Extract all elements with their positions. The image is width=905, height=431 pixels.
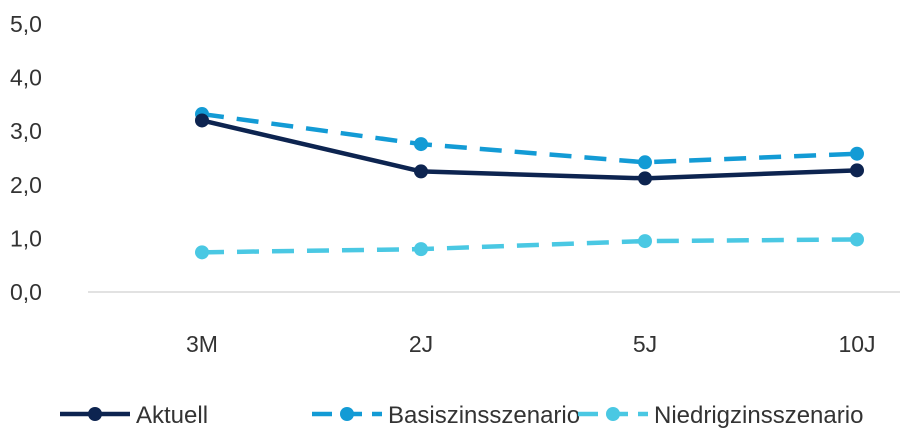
data-point xyxy=(850,232,864,247)
legend-swatch-marker xyxy=(88,407,102,421)
x-axis-ticks: 3M 2J 5J 10J xyxy=(186,331,876,357)
y-tick-label: 0,0 xyxy=(10,279,42,305)
series-line xyxy=(201,118,858,181)
legend: Aktuell Basiszinsszenario Niedrigzinsszena… xyxy=(60,402,863,429)
y-tick-label: 2,0 xyxy=(10,172,42,198)
data-point xyxy=(850,163,864,178)
data-point xyxy=(414,242,428,257)
data-point xyxy=(638,234,652,249)
x-tick-label: 10J xyxy=(838,331,875,357)
legend-label: Aktuell xyxy=(136,402,208,429)
y-axis-ticks: 0,0 1,0 2,0 3,0 4,0 5,0 xyxy=(10,11,42,305)
series-group xyxy=(195,107,864,260)
y-tick-label: 3,0 xyxy=(10,118,42,144)
x-tick-label: 2J xyxy=(409,331,433,357)
data-point xyxy=(414,137,428,152)
data-point xyxy=(414,164,428,179)
data-point xyxy=(850,146,864,161)
series-line xyxy=(201,237,858,255)
data-point xyxy=(638,171,652,186)
data-point xyxy=(195,113,209,128)
y-tick-label: 5,0 xyxy=(10,11,42,37)
legend-label: Niedrigzinsszenario xyxy=(654,402,863,429)
data-point xyxy=(195,245,209,260)
y-tick-label: 1,0 xyxy=(10,225,42,251)
data-point xyxy=(638,155,652,170)
legend-swatch-marker xyxy=(606,407,620,421)
y-tick-label: 4,0 xyxy=(10,65,42,91)
series-line xyxy=(201,111,858,165)
legend-swatch-marker xyxy=(340,407,354,421)
x-tick-label: 5J xyxy=(633,331,657,357)
x-tick-label: 3M xyxy=(186,331,218,357)
legend-label: Basiszinsszenario xyxy=(388,402,580,429)
